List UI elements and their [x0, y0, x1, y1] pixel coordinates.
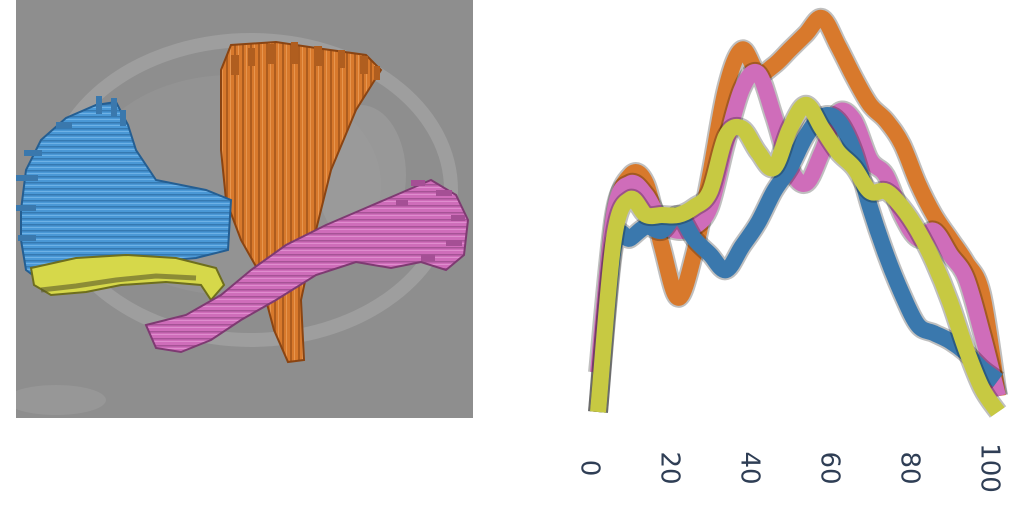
- yellow-tract-shadow: [40, 273, 197, 293]
- x-tick-label-20: 20: [655, 451, 685, 484]
- pink-tract-fiber-tips: [396, 180, 465, 261]
- x-tick-label-80: 80: [895, 451, 925, 484]
- cerebellum-shadow: [16, 385, 106, 415]
- x-axis-ticks: 0 20 40 60 80 100: [575, 443, 1005, 493]
- x-tick-label-40: 40: [735, 451, 765, 484]
- tract-profile-chart: 0 20 40 60 80 100: [575, 7, 1008, 493]
- series-layer: [588, 7, 1008, 418]
- pink-tract: [144, 178, 470, 354]
- series-3-line: [590, 107, 1003, 413]
- x-tick-label-0: 0: [575, 460, 605, 477]
- x-tick-label-60: 60: [815, 451, 845, 484]
- tract-profile-panel: 0 20 40 60 80 100: [560, 0, 1036, 506]
- blue-tract-fiber-tips: [16, 96, 126, 241]
- series-4-line: [590, 96, 1005, 417]
- tractography-image: [16, 0, 473, 418]
- x-tick-label-100: 100: [975, 443, 1005, 493]
- orange-tract-fiber-tips: [231, 42, 380, 80]
- tractography-panel: [16, 0, 473, 418]
